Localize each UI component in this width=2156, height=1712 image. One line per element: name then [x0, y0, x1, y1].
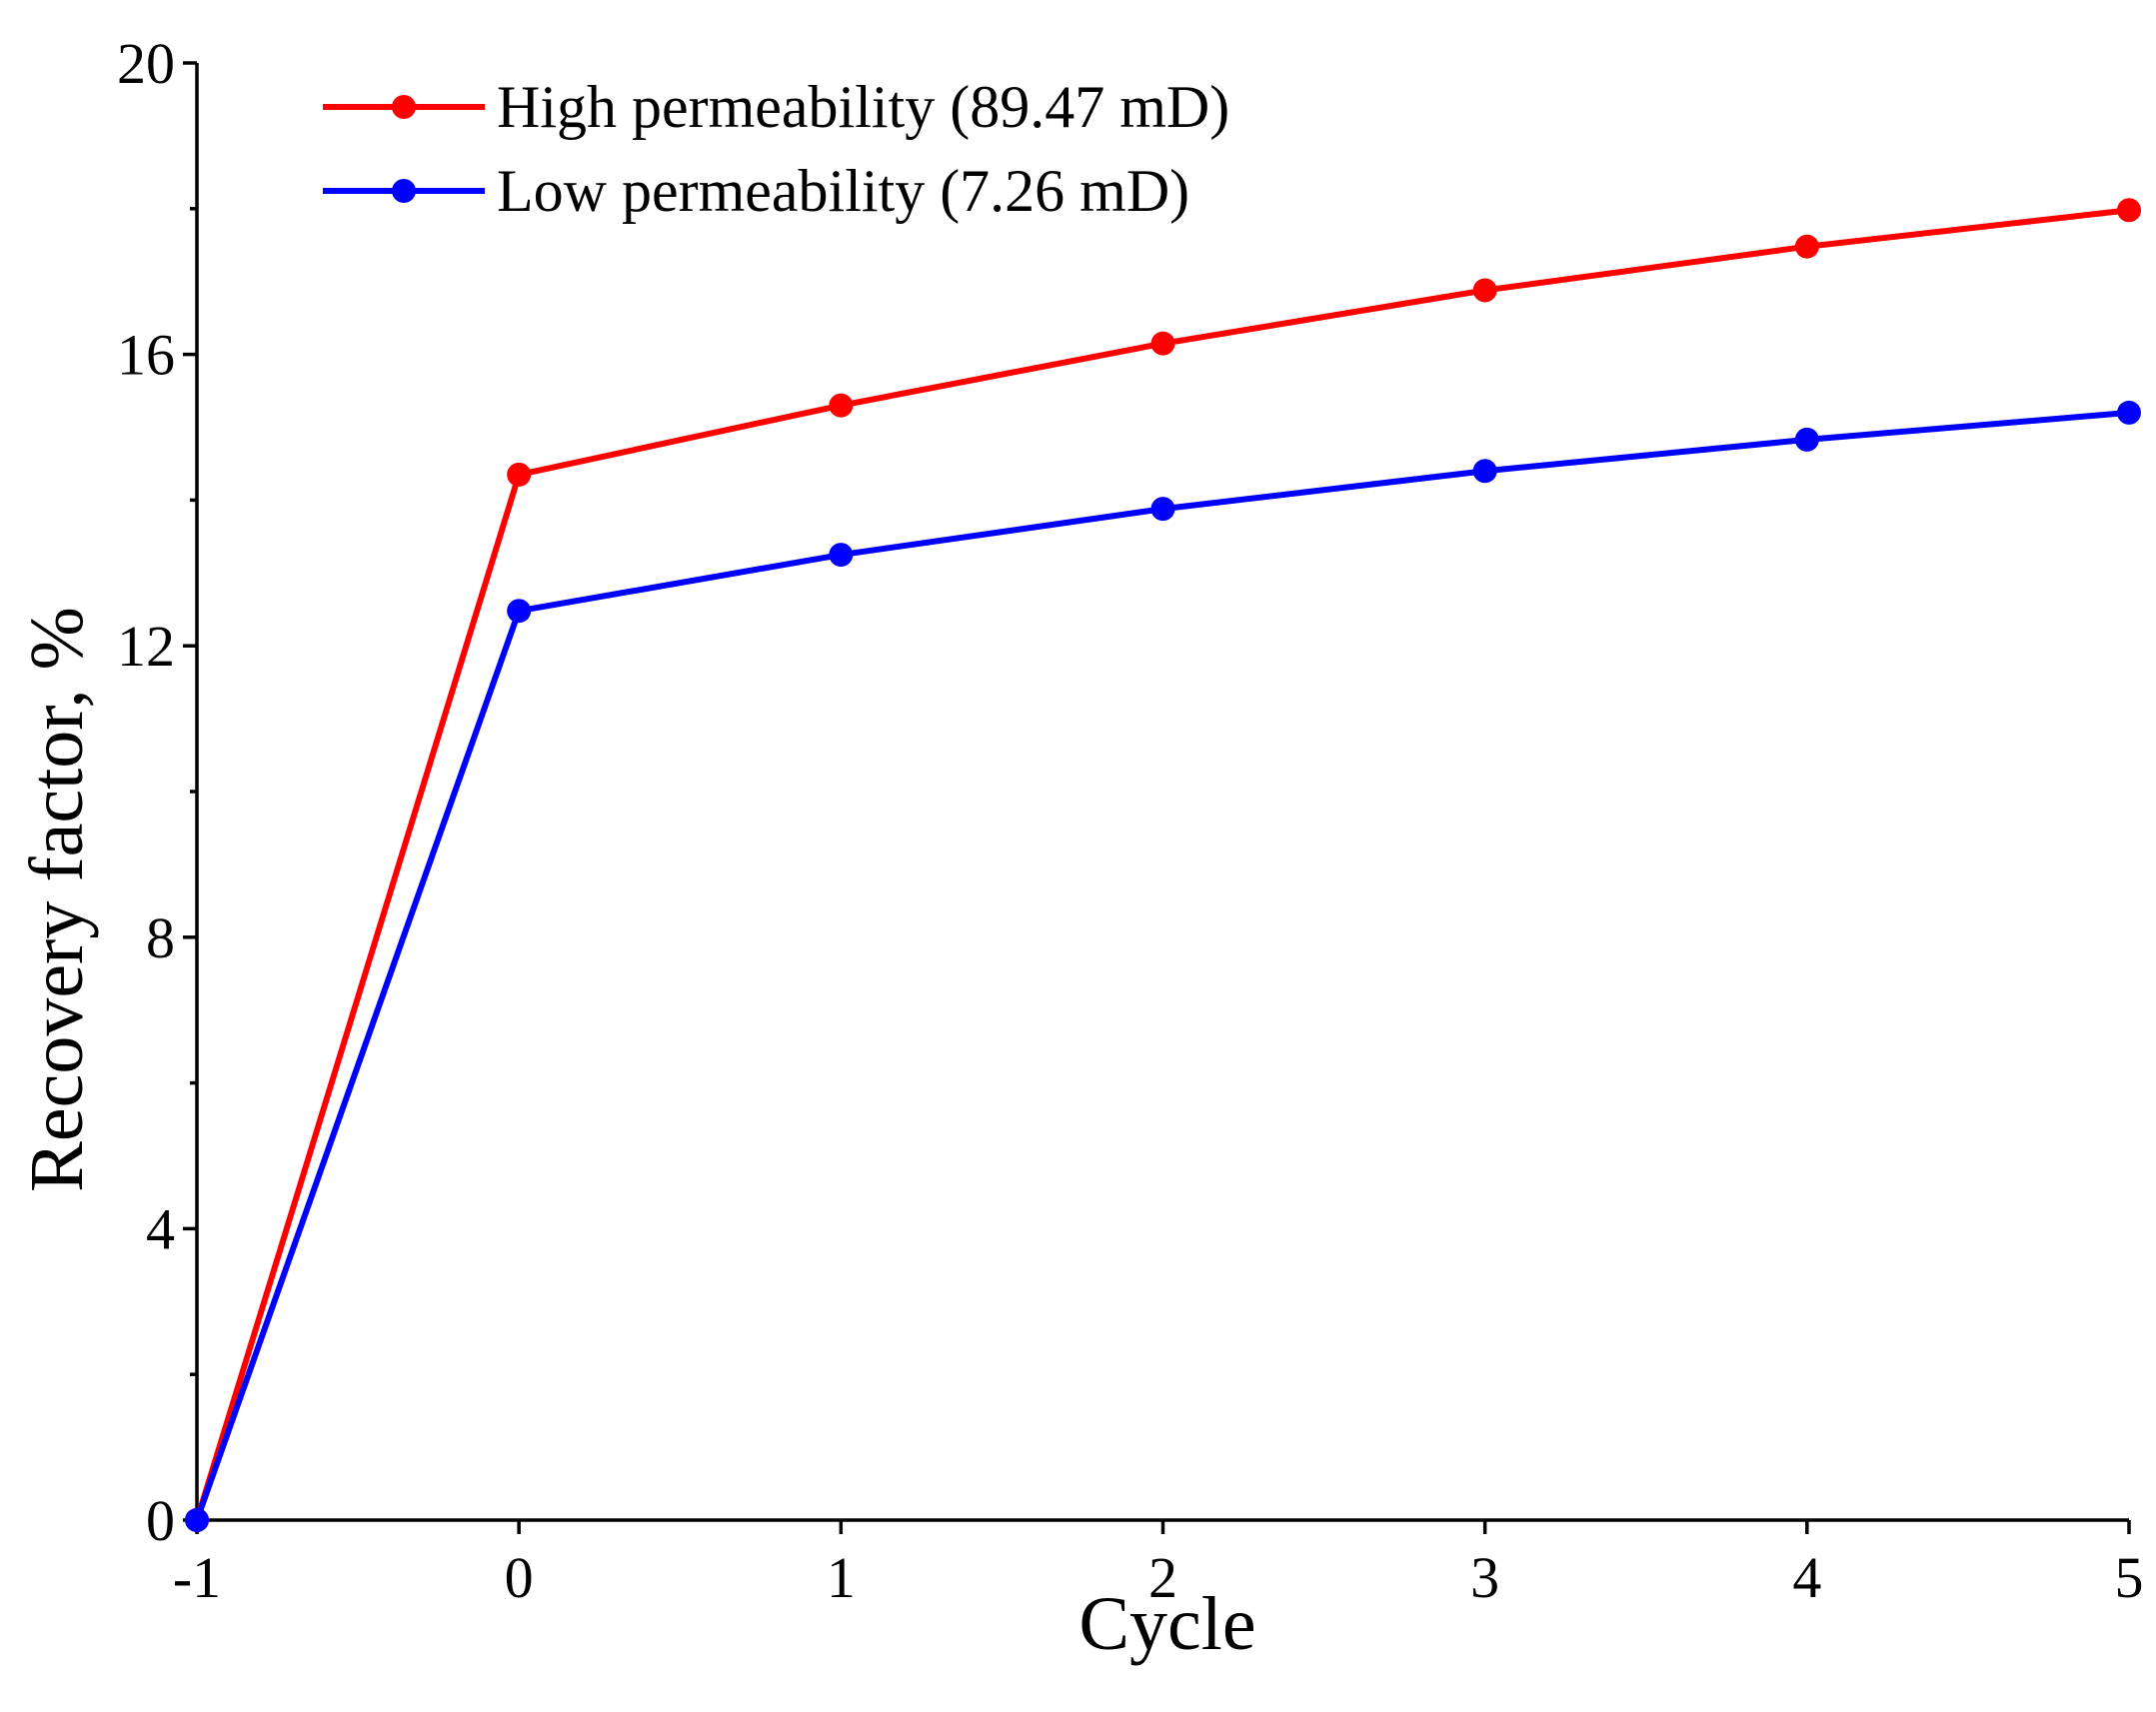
data-point — [1794, 427, 1819, 452]
legend-item-0: High permeability (89.47 mD) — [323, 74, 1229, 140]
y-tick-label: 16 — [117, 323, 175, 388]
data-point — [2117, 198, 2141, 223]
legend-label: High permeability (89.47 mD) — [497, 74, 1229, 140]
data-point — [1150, 331, 1175, 356]
series-0 — [185, 198, 2141, 1532]
y-tick-label: 4 — [146, 1196, 175, 1261]
x-tick-label: 4 — [1792, 1545, 1821, 1610]
data-point — [507, 599, 532, 624]
data-point — [829, 543, 854, 568]
legend-label: Low permeability (7.26 mD) — [497, 158, 1189, 224]
legend: High permeability (89.47 mD) Low permeabi… — [323, 74, 1229, 224]
x-tick-label: 5 — [2115, 1545, 2144, 1610]
legend-item-1: Low permeability (7.26 mD) — [323, 158, 1189, 224]
legend-marker — [392, 95, 416, 119]
y-tick-label: 20 — [117, 31, 175, 96]
data-point — [2117, 400, 2141, 425]
data-point — [507, 462, 532, 487]
y-axis-title: Recovery factor, % — [15, 607, 99, 1192]
series — [185, 198, 2141, 1532]
legend-marker — [392, 179, 416, 203]
y-tick-label: 12 — [117, 614, 175, 679]
x-axis-title: Cycle — [1078, 1582, 1255, 1666]
data-point — [1150, 497, 1175, 522]
data-point — [1472, 459, 1497, 484]
axes — [195, 63, 2129, 1522]
series-1 — [185, 400, 2141, 1532]
data-point — [1472, 278, 1497, 303]
x-tick-label: 0 — [505, 1545, 534, 1610]
x-tick-label: 1 — [827, 1545, 856, 1610]
x-tick-label: -1 — [173, 1545, 221, 1610]
x-tick-label: 3 — [1470, 1545, 1499, 1610]
y-tick-label: 8 — [146, 905, 175, 970]
data-point — [829, 393, 854, 418]
x-tick-label: 2 — [1148, 1545, 1177, 1610]
series-line — [194, 207, 2130, 1521]
data-point — [1794, 234, 1819, 259]
y-tick-label: 0 — [146, 1488, 175, 1553]
data-point — [185, 1508, 209, 1532]
